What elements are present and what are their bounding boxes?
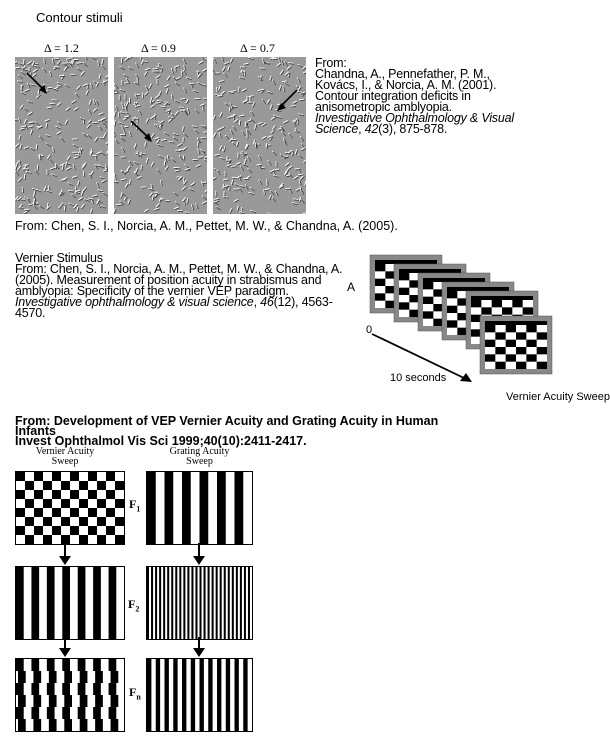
stripe-pattern [16,567,117,639]
grating-f2-panel [146,566,253,640]
contour-panel-2 [114,57,207,214]
arrow-icon [130,120,152,142]
frequency-label-fn: Fn [129,685,141,702]
stripe-pattern [147,659,248,731]
vernier-time-label: 10 seconds [390,372,447,384]
contour-panel-1 [15,57,108,214]
grating-fn-panel [146,658,253,732]
contour-citation: From: Chandna, A., Pennefather, P. M., K… [315,56,514,136]
down-arrow-icon [193,543,205,565]
frequency-label-f2: F2 [128,597,140,614]
dev-title: From: Development of VEP Vernier Acuity … [15,414,439,448]
vernier-f1-panel [15,471,125,545]
time-arrow-icon [460,373,472,382]
frequency-label-f1: F1 [129,497,141,514]
noise-texture [114,57,207,214]
vernier-sweep-figure [369,254,553,382]
vernier-origin-label: 0 [366,324,373,336]
vernier-sweep-label: Vernier Acuity Sweep [506,391,610,403]
delta-label-1: Δ = 1.2 [44,41,79,55]
contour-title: Contour stimuli [36,10,123,25]
checker-pattern [16,472,124,544]
vernier-citation: Vernier Stimulus From: Chen, S. I., Norc… [15,251,343,320]
vernier-fn-panel [15,658,125,732]
delta-label-2: Δ = 0.9 [141,41,176,55]
arrow-icon [26,72,47,94]
grating-acuity-column-label: Grating Acuity Sweep [169,446,230,467]
down-arrow-icon [59,637,71,657]
down-arrow-icon [59,543,71,565]
vernier-acuity-column-label: Vernier Acuity Sweep [35,446,95,467]
vernier-f2-panel [15,566,125,640]
grating-f1-panel [146,471,253,545]
delta-label-3: Δ = 0.7 [240,41,275,55]
vernier-figure-label: A [347,280,356,294]
noise-texture [15,57,108,214]
down-arrow-icon [193,637,205,657]
time-axis-line [371,333,465,379]
fine-stripe-pattern [147,567,250,639]
contour-panel-3 [213,57,306,214]
noise-texture [213,57,306,214]
contour-source-line: From: Chen, S. I., Norcia, A. M., Pettet… [15,219,398,233]
stripe-pattern [147,472,244,544]
offset-stripe-pattern [16,659,119,731]
arrow-icon [277,89,298,111]
